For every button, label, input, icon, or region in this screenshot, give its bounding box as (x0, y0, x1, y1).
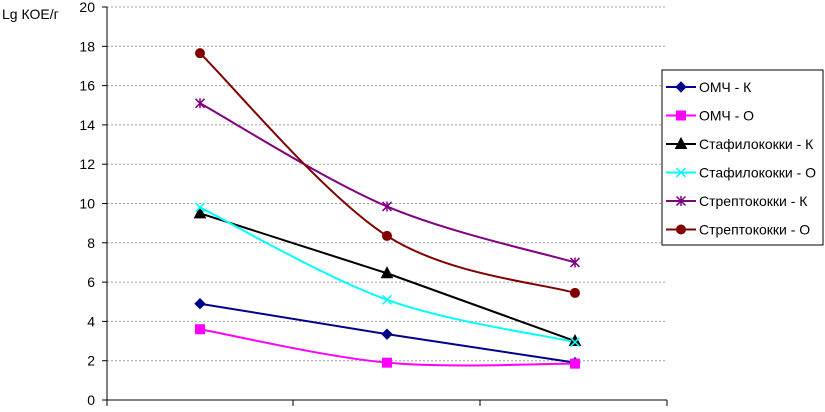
y-tick-label: 14 (79, 117, 95, 133)
y-tick-label: 18 (79, 38, 95, 54)
data-point (569, 337, 581, 348)
data-point (569, 257, 581, 268)
data-point (381, 201, 393, 212)
data-point (195, 324, 205, 335)
data-point (381, 328, 393, 340)
legend: ОМЧ - К ОМЧ - О Стафилококки - К Стафилокок… (661, 69, 824, 246)
data-point (570, 287, 580, 298)
data-point (570, 358, 580, 369)
y-tick-label: 10 (79, 196, 95, 212)
y-tick-label: 16 (79, 78, 95, 94)
data-point (382, 230, 392, 241)
y-tick-label: 6 (87, 274, 95, 290)
legend-label: Стафилококки - О (699, 165, 816, 181)
legend-label: Стафилококки - К (699, 136, 814, 152)
data-point (194, 202, 206, 213)
data-point (194, 298, 206, 310)
series-markers (193, 48, 582, 369)
legend-marker (674, 136, 688, 149)
y-tick-label: 8 (87, 235, 95, 251)
data-point (382, 357, 392, 368)
legend-marker (675, 81, 687, 93)
legend-label: ОМЧ - К (699, 79, 752, 95)
legend-box (661, 69, 824, 246)
legend-marker (676, 224, 686, 235)
data-point (381, 294, 393, 305)
data-point (195, 48, 205, 59)
data-point (380, 266, 394, 279)
legend-label: Стрептококки - О (699, 222, 810, 238)
y-tick-label: 20 (79, 0, 95, 15)
y-axis-label: Lg КОЕ/г (2, 6, 59, 22)
y-tick-label: 12 (79, 156, 95, 172)
y-tick-label: 4 (87, 313, 95, 329)
y-tick-label: 2 (87, 353, 95, 369)
legend-label: Стрептококки - К (699, 193, 808, 209)
legend-marker (676, 110, 686, 121)
legend-marker (675, 167, 687, 178)
axes: 0 2 4 6 8 10 12 14 16 18 20 (79, 0, 668, 408)
y-tick-label: 0 (87, 392, 95, 407)
data-point (193, 206, 207, 219)
gridlines (107, 6, 667, 362)
legend-label: ОМЧ - О (699, 108, 754, 124)
series-line (199, 52, 576, 294)
data-point (194, 98, 206, 109)
legend-marker (675, 195, 687, 207)
